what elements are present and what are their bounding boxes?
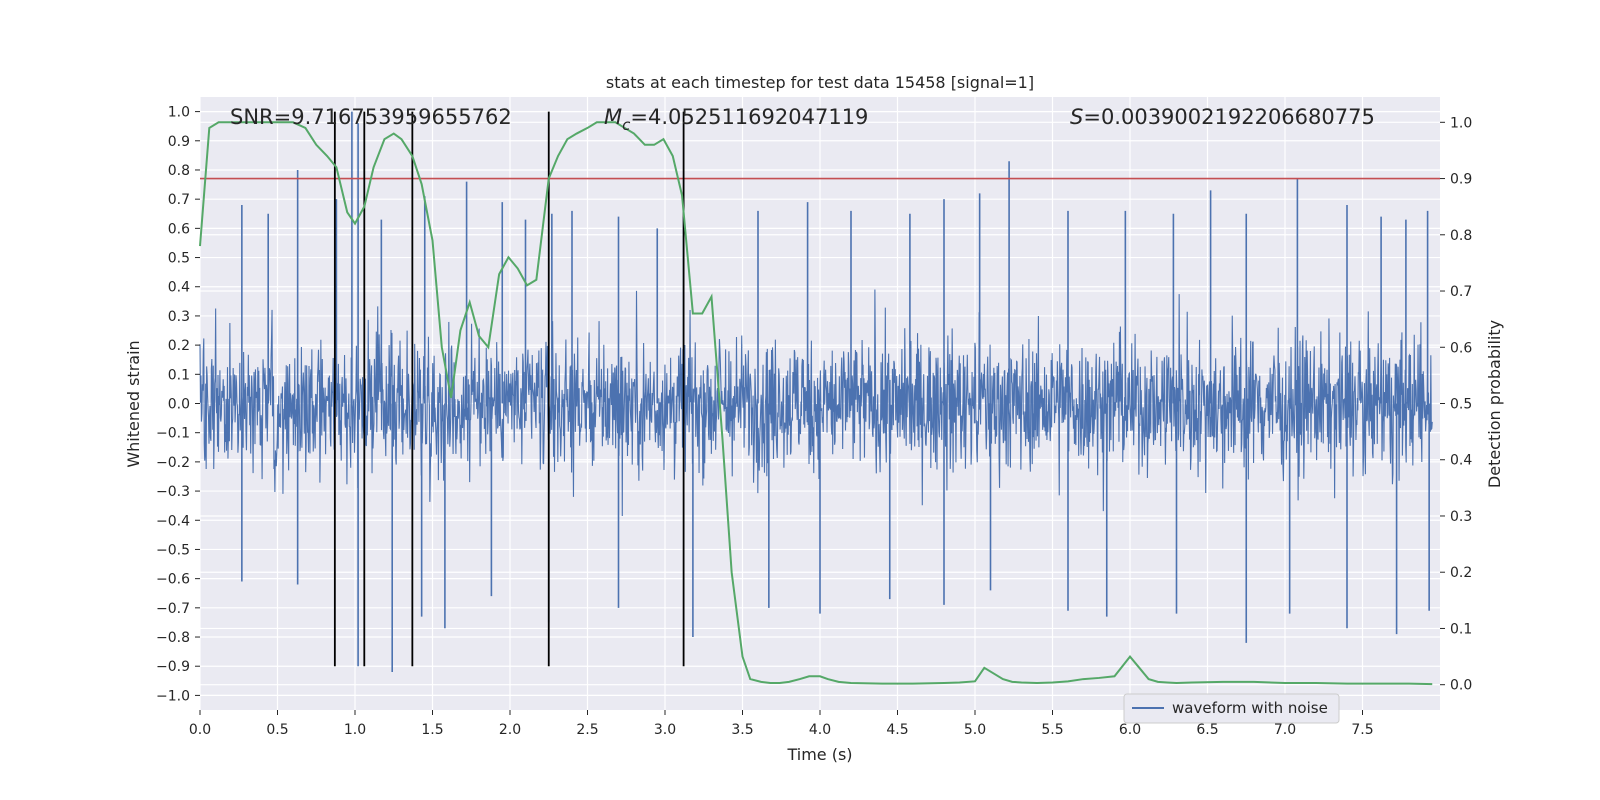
y2-axis-label: Detection probability — [1485, 320, 1504, 488]
y-tick-label: 0.7 — [168, 192, 190, 208]
y-tick-label: −0.6 — [156, 572, 190, 588]
y-tick-label: −0.9 — [156, 659, 190, 675]
y2-tick-label: 1.0 — [1450, 115, 1472, 131]
x-tick-label: 5.5 — [1041, 722, 1063, 738]
x-ticks: 0.0 0.5 1.0 1.5 2.0 2.5 3.0 3.5 4.0 4.5 5.0 5.5 6.0 6… — [189, 710, 1374, 738]
y-axis-label: Whitened strain — [124, 340, 143, 467]
y-tick-label: −0.8 — [156, 630, 190, 646]
chirp-mass-symbol: M — [604, 105, 622, 129]
chirp-mass-subscript: c — [622, 116, 631, 134]
legend: waveform with noise — [1123, 693, 1340, 724]
x-tick-label: 1.0 — [344, 722, 366, 738]
y-tick-label: −0.2 — [156, 455, 190, 471]
y2-tick-label: 0.6 — [1450, 340, 1472, 356]
x-tick-label: 3.0 — [654, 722, 676, 738]
y2-tick-label: 0.8 — [1450, 228, 1472, 244]
x-tick-label: 5.0 — [964, 722, 986, 738]
legend-label: waveform with noise — [1172, 699, 1328, 717]
y-tick-label: −0.7 — [156, 601, 190, 617]
y2-tick-label: 0.5 — [1450, 397, 1472, 413]
s-symbol: S — [1070, 105, 1083, 129]
y2-tick-label: 0.1 — [1450, 621, 1472, 637]
y2-tick-label: 0.0 — [1450, 678, 1472, 694]
y2-tick-label: 0.2 — [1450, 565, 1472, 581]
y-tick-label: −0.1 — [156, 426, 190, 442]
y-tick-label: −0.4 — [156, 513, 190, 529]
y-tick-label: 0.1 — [168, 367, 190, 383]
y-tick-label: −0.5 — [156, 542, 190, 558]
legend-box — [1123, 693, 1340, 724]
x-tick-label: 2.0 — [499, 722, 521, 738]
x-tick-label: 6.0 — [1119, 722, 1141, 738]
chirp-mass-value: =4.052511692047119 — [630, 105, 868, 129]
probability-line — [199, 121, 1433, 686]
chirp-mass-stat: Mc=4.052511692047119 — [604, 105, 868, 134]
y-ticks: 1.0 0.9 0.8 0.7 0.6 0.5 0.4 0.3 0.2 0.1 0.0 −0.1 −0.… — [156, 105, 200, 704]
y-tick-label: 0.3 — [168, 309, 190, 325]
x-tick-label: 2.5 — [576, 722, 598, 738]
x-tick-label: 4.5 — [886, 722, 908, 738]
y-tick-label: 0.9 — [168, 134, 190, 150]
y-tick-label: 0.4 — [168, 280, 190, 296]
x-tick-label: 0.0 — [189, 722, 211, 738]
y-tick-label: −1.0 — [156, 688, 190, 704]
y-tick-label: −0.3 — [156, 484, 190, 500]
snr-stat: SNR=9.716753959655762 — [230, 105, 512, 129]
x-tick-label: 0.5 — [266, 722, 288, 738]
waveform-series — [199, 111, 1433, 673]
probability-series — [199, 121, 1433, 686]
y2-tick-label: 0.4 — [1450, 453, 1472, 469]
x-axis-label: Time (s) — [786, 745, 852, 764]
y2-tick-label: 0.9 — [1450, 172, 1472, 188]
waveform-line — [199, 289, 1433, 516]
x-tick-label: 1.5 — [421, 722, 443, 738]
chart-title: stats at each timestep for test data 154… — [606, 73, 1034, 92]
x-tick-label: 7.5 — [1351, 722, 1373, 738]
y-tick-label: 0.2 — [168, 338, 190, 354]
y-tick-label: 0.6 — [168, 221, 190, 237]
y-tick-label: 0.0 — [168, 397, 190, 413]
x-tick-label: 7.0 — [1274, 722, 1296, 738]
y-tick-label: 0.8 — [168, 163, 190, 179]
x-tick-label: 6.5 — [1196, 722, 1218, 738]
y2-tick-label: 0.3 — [1450, 509, 1472, 525]
x-tick-label: 3.5 — [731, 722, 753, 738]
y-tick-label: 0.5 — [168, 251, 190, 267]
x-tick-label: 4.0 — [809, 722, 831, 738]
y2-ticks: 1.0 0.9 0.8 0.7 0.6 0.5 0.4 0.3 0.2 0.1 0.0 — [1440, 115, 1472, 694]
s-value: =0.0039002192206680775 — [1083, 105, 1375, 129]
s-stat: S=0.0039002192206680775 — [1070, 105, 1375, 129]
y-tick-label: 1.0 — [168, 105, 190, 121]
y2-tick-label: 0.7 — [1450, 284, 1472, 300]
